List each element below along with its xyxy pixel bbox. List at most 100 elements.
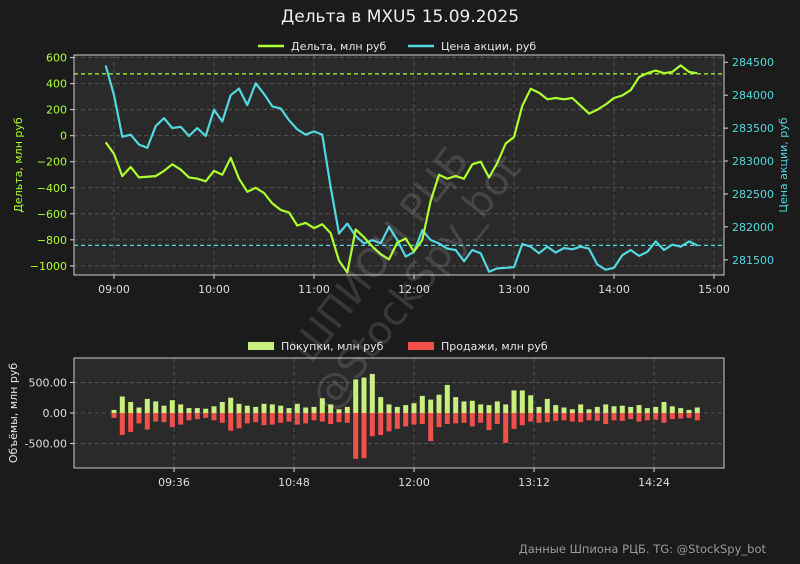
bottom-x-tick-label: 13:12 — [518, 476, 550, 489]
sell-bar — [136, 413, 142, 424]
buy-bar — [478, 404, 484, 413]
sell-bar — [686, 413, 692, 418]
sell-bar — [553, 413, 559, 421]
sell-bar — [653, 413, 659, 420]
buy-bar — [228, 397, 234, 413]
buy-bar — [211, 406, 217, 413]
buy-bar — [361, 377, 367, 413]
buy-bar — [353, 379, 359, 413]
buy-bar — [153, 401, 159, 413]
sell-bar — [353, 413, 359, 459]
left-tick-label: −1000 — [30, 260, 67, 273]
sell-bar — [461, 413, 467, 423]
sell-bar — [303, 413, 309, 424]
buy-bar — [286, 408, 292, 413]
sell-bar — [419, 413, 425, 424]
buy-bar — [253, 406, 259, 413]
sell-bar — [578, 413, 584, 423]
left-axis-ticks: 600 400 200 0 −200 −400 −600 −800 −1000 — [30, 52, 74, 273]
buy-bar — [428, 399, 434, 413]
bottom-x-tick-label: 12:00 — [398, 476, 430, 489]
bottom-x-axis-ticks: 09:36 10:48 12:00 13:12 14:24 — [158, 468, 670, 489]
sell-bar — [186, 413, 192, 421]
left-tick-label: 600 — [46, 52, 67, 65]
sell-bar — [536, 413, 542, 423]
sell-bar — [361, 413, 367, 459]
buy-bar — [569, 409, 575, 413]
right-tick-label: 281500 — [732, 254, 774, 267]
buy-bar — [328, 404, 334, 413]
sell-bar — [469, 413, 475, 427]
buy-bar — [436, 394, 442, 413]
buy-bar — [136, 407, 142, 413]
sell-bar — [411, 413, 417, 425]
buy-bar — [186, 408, 192, 413]
buy-bar — [619, 405, 625, 413]
top-x-tick-label: 10:00 — [198, 283, 230, 296]
buy-bar — [494, 401, 500, 413]
buy-bar — [603, 404, 609, 413]
legend-price-label: Цена акции, руб — [441, 40, 536, 53]
buy-bar — [169, 400, 175, 413]
buy-bar — [519, 390, 525, 413]
sell-bar — [511, 413, 517, 429]
sell-bar — [678, 413, 684, 419]
sell-bar — [244, 413, 250, 424]
sell-bar — [236, 413, 242, 429]
bottom-x-tick-label: 10:48 — [278, 476, 310, 489]
buy-bar — [661, 402, 667, 413]
bottom-y-tick-label: 0.00 — [43, 407, 68, 420]
sell-bar — [528, 413, 534, 422]
sell-bar — [669, 413, 675, 420]
sell-bar — [503, 413, 509, 443]
buy-bar — [686, 409, 692, 413]
right-tick-label: 283500 — [732, 122, 774, 135]
buy-bar — [486, 405, 492, 413]
buy-bar — [203, 408, 209, 413]
left-tick-label: −800 — [37, 234, 67, 247]
sell-bar — [494, 413, 500, 424]
sell-bar — [519, 413, 525, 426]
bottom-y-tick-label: -500.00 — [25, 438, 67, 451]
left-tick-label: −600 — [37, 208, 67, 221]
buy-bar — [628, 406, 634, 413]
buy-bar — [261, 403, 267, 413]
left-axis-label: Дельта, млн руб — [12, 117, 25, 213]
sell-bar — [394, 413, 400, 429]
top-series — [104, 64, 698, 274]
buy-bar — [178, 404, 184, 413]
sell-bar — [211, 413, 217, 421]
right-tick-label: 282000 — [732, 221, 774, 234]
buy-bar — [669, 406, 675, 413]
sell-bar — [486, 413, 492, 431]
sell-bar — [194, 413, 200, 420]
sell-bar — [261, 413, 267, 426]
bottom-x-tick-label: 14:24 — [638, 476, 670, 489]
sell-bar — [219, 413, 225, 423]
buy-bar — [144, 398, 150, 413]
buy-bar — [369, 373, 375, 413]
buy-bar — [411, 403, 417, 413]
buy-bar — [694, 407, 700, 413]
sell-bar — [619, 413, 625, 421]
top-x-tick-label: 12:00 — [398, 283, 430, 296]
buy-bar — [194, 408, 200, 413]
sell-bar — [378, 413, 384, 435]
buy-bar — [219, 402, 225, 413]
sell-bar — [294, 413, 300, 425]
buy-bar — [394, 406, 400, 413]
sell-bar — [369, 413, 375, 437]
sell-bar — [336, 413, 342, 423]
sell-bar — [544, 413, 550, 423]
buy-bar — [344, 406, 350, 413]
sell-bar — [603, 413, 609, 424]
chart-title: Дельта в MXU5 15.09.2025 — [281, 7, 519, 27]
sell-bar — [569, 413, 575, 422]
buy-bar — [161, 405, 167, 413]
sell-bar — [153, 413, 159, 422]
buy-bar — [469, 400, 475, 413]
legend-sell-label: Продажи, млн руб — [441, 340, 548, 353]
sell-bar — [661, 413, 667, 423]
buy-bar — [444, 384, 450, 413]
top-x-tick-label: 13:00 — [498, 283, 530, 296]
